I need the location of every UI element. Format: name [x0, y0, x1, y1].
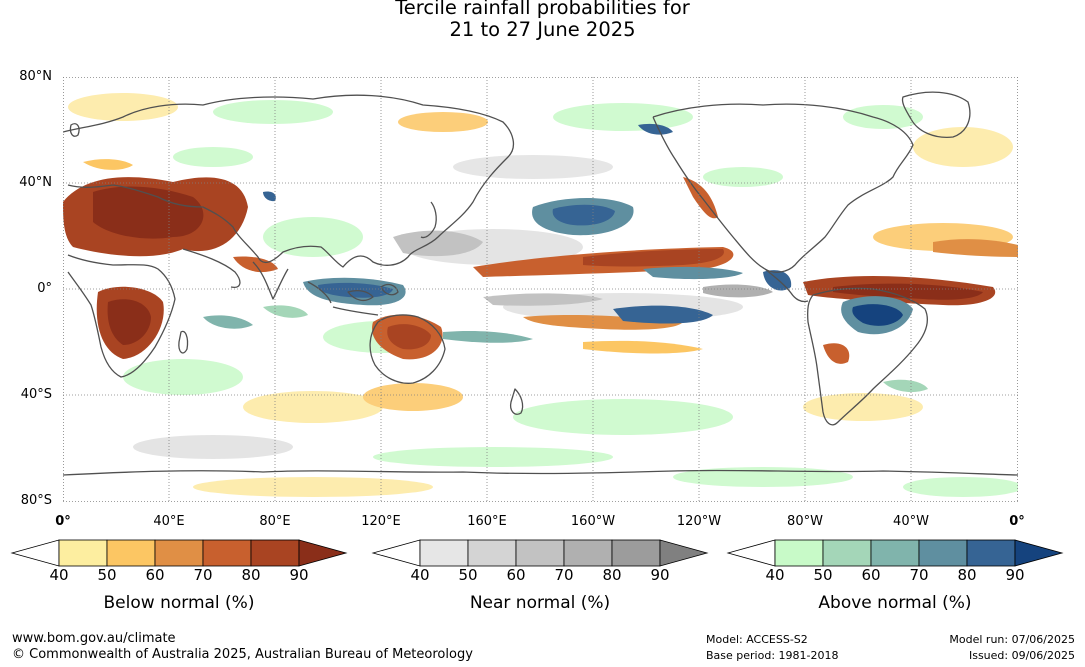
lon-label-160e: 160°E	[467, 514, 507, 529]
legend-below-tick-50: 50	[97, 566, 117, 584]
legend-above-swatch-5	[966, 539, 1016, 567]
lon-label-0-west: 0°	[55, 514, 71, 529]
lat-label-40s: 40°S	[20, 387, 52, 402]
lon-label-40e: 40°E	[153, 514, 185, 529]
legend-near-swatch-low	[371, 539, 421, 567]
legend-below-normal	[10, 539, 348, 567]
legend-near-tick-60: 60	[506, 566, 526, 584]
legend-below-tick-60: 60	[145, 566, 165, 584]
footer-base-period: Base period: 1981-2018	[706, 649, 839, 662]
legend-below-swatch-5	[250, 539, 300, 567]
legend-near-title: Near normal (%)	[469, 593, 611, 613]
legend-below-swatch-low	[10, 539, 60, 567]
legend-below-swatch-high	[298, 539, 348, 567]
legend-near-tick-50: 50	[458, 566, 478, 584]
chart-title: Tercile rainfall probabilities for 21 to…	[0, 0, 1085, 41]
lon-label-0-east: 0°	[1009, 514, 1025, 529]
lon-label-120w: 120°W	[676, 514, 722, 529]
legend-above-swatch-1	[774, 539, 824, 567]
graticule	[63, 77, 1018, 502]
footer-issued: Issued: 09/06/2025	[968, 649, 1075, 662]
lat-label-40n: 40°N	[19, 175, 52, 190]
legend-below-title: Below normal (%)	[103, 593, 255, 613]
legend-above-swatch-3	[870, 539, 920, 567]
legend-near-normal	[371, 539, 709, 567]
legend-near-swatch-3	[515, 539, 565, 567]
legend-below-tick-90: 90	[289, 566, 309, 584]
legend-below-swatch-1	[58, 539, 108, 567]
legend-above-title: Above normal (%)	[818, 593, 972, 613]
legend-near-tick-90: 90	[650, 566, 670, 584]
lat-label-80s: 80°S	[20, 493, 52, 508]
lon-label-80w: 80°W	[787, 514, 823, 529]
footer-model-run: Model run: 07/06/2025	[949, 633, 1075, 646]
footer-model: Model: ACCESS-S2	[706, 633, 808, 646]
legend-above-tick-90: 90	[1005, 566, 1025, 584]
legend-above-swatch-2	[822, 539, 872, 567]
footer-website: www.bom.gov.au/climate	[12, 631, 176, 646]
legend-above-normal	[726, 539, 1064, 567]
legend-below-tick-80: 80	[241, 566, 261, 584]
legend-near-swatch-2	[467, 539, 517, 567]
legend-near-tick-80: 80	[602, 566, 622, 584]
legend-below-swatch-3	[154, 539, 204, 567]
lon-label-160w: 160°W	[570, 514, 616, 529]
lat-label-equator: 0°	[37, 281, 52, 296]
legend-near-swatch-4	[563, 539, 613, 567]
legend-above-tick-40: 40	[765, 566, 785, 584]
forecast-map	[63, 77, 1018, 502]
coastlines	[63, 91, 1018, 476]
legend-below-swatch-2	[106, 539, 156, 567]
legend-near-swatch-5	[611, 539, 661, 567]
legend-above-tick-70: 70	[909, 566, 929, 584]
below-normal-regions	[63, 159, 1018, 364]
legend-above-tick-60: 60	[861, 566, 881, 584]
above-normal-regions	[203, 123, 928, 393]
legend-near-tick-70: 70	[554, 566, 574, 584]
title-line-2: 21 to 27 June 2025	[449, 18, 636, 41]
title-line-1: Tercile rainfall probabilities for	[395, 0, 690, 19]
lon-label-40w: 40°W	[893, 514, 929, 529]
lat-label-80n: 80°N	[19, 69, 52, 84]
legend-below-swatch-4	[202, 539, 252, 567]
legend-near-tick-40: 40	[410, 566, 430, 584]
legend-above-tick-50: 50	[813, 566, 833, 584]
legend-below-tick-40: 40	[49, 566, 69, 584]
near-normal-regions	[393, 230, 773, 306]
legend-above-tick-80: 80	[957, 566, 977, 584]
lon-label-120e: 120°E	[361, 514, 401, 529]
legend-below-tick-70: 70	[193, 566, 213, 584]
legend-near-swatch-1	[419, 539, 469, 567]
legend-above-swatch-4	[918, 539, 968, 567]
lon-label-80e: 80°E	[259, 514, 291, 529]
legend-above-swatch-high	[1014, 539, 1064, 567]
legend-near-swatch-high	[659, 539, 709, 567]
footer-copyright: © Commonwealth of Australia 2025, Austra…	[12, 647, 473, 662]
legend-above-swatch-low	[726, 539, 776, 567]
